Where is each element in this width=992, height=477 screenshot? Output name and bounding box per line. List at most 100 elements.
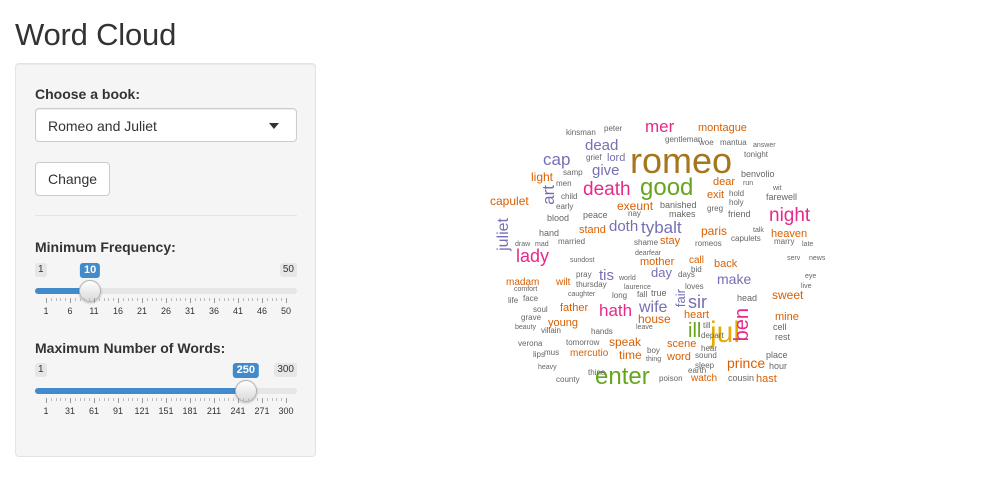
divider	[35, 215, 297, 216]
slider-minor-tick	[170, 298, 172, 301]
cloud-word: mad	[535, 241, 549, 248]
cloud-word: soul	[533, 305, 548, 314]
cloud-word: world	[619, 275, 636, 282]
slider-tick	[46, 398, 47, 403]
cloud-word: boy	[647, 346, 660, 355]
cloud-word: grave	[521, 313, 542, 322]
cloud-word: holy	[729, 198, 744, 207]
cloud-word: days	[678, 270, 695, 279]
cloud-word: art	[539, 185, 558, 205]
slider-tick-label: 50	[280, 306, 292, 316]
cloud-word: enter	[595, 363, 650, 390]
change-button[interactable]: Change	[35, 162, 110, 196]
max-words-slider[interactable]: 1 300 250 1 31 61 91 121 151 181 211 241 271 300	[35, 363, 297, 423]
slider-tick-label: 121	[134, 406, 150, 416]
cloud-word: tomorrow	[566, 338, 600, 347]
cloud-word: mine	[775, 311, 799, 323]
slider-minor-tick	[127, 398, 129, 401]
cloud-word: cousin	[728, 373, 755, 383]
book-select-label: Choose a book:	[35, 86, 141, 102]
slider-track[interactable]	[35, 288, 297, 294]
cloud-word: beauty	[515, 324, 537, 331]
slider-handle[interactable]	[79, 280, 102, 302]
slider-tick	[166, 298, 167, 303]
sidebar-panel: Choose a book: Romeo and Juliet Change M…	[15, 63, 316, 457]
cloud-word: wife	[639, 299, 668, 316]
slider-minor-tick	[55, 298, 57, 301]
slider-minor-tick	[252, 298, 254, 301]
cloud-word: depart	[701, 331, 724, 340]
cloud-word: kinsman	[566, 128, 596, 137]
slider-tick-label: 1	[43, 306, 49, 316]
slider-tick-label: 300	[278, 406, 294, 416]
cloud-word: talk	[753, 227, 764, 234]
cloud-word: give	[592, 162, 620, 179]
cloud-word: ill	[688, 320, 702, 342]
slider-handle[interactable]	[234, 380, 257, 402]
slider-tick-label: 46	[256, 306, 268, 316]
cloud-word: marry	[774, 237, 795, 246]
slider-minor-tick	[89, 398, 91, 401]
slider-minor-tick	[132, 298, 134, 301]
slider-tick	[190, 298, 191, 303]
cloud-word: wit	[773, 185, 782, 192]
slider-minor-tick	[60, 298, 62, 301]
book-select[interactable]: Romeo and Juliet	[35, 108, 297, 142]
cloud-word: young	[548, 317, 578, 329]
cloud-word: greg	[707, 204, 724, 213]
slider-minor-tick	[170, 398, 172, 401]
slider-tick	[118, 298, 119, 303]
slider-minor-tick	[146, 298, 148, 301]
cloud-word: doth	[609, 218, 639, 235]
cloud-word: early	[556, 202, 574, 211]
slider-minor-tick	[122, 398, 124, 401]
cloud-word: sound	[695, 351, 717, 360]
word-cloud: romeo good jul enter death night lady mer cap dea…	[488, 113, 848, 393]
slider-minor-tick	[151, 298, 153, 301]
cloud-word: heart	[684, 309, 710, 321]
slider-min-label: 1	[35, 263, 47, 277]
cloud-word: stand	[579, 224, 606, 236]
cloud-word: face	[523, 294, 539, 303]
cloud-word: montague	[698, 122, 747, 134]
slider-minor-tick	[156, 398, 158, 401]
slider-minor-tick	[74, 298, 76, 301]
cloud-word: hold	[729, 189, 745, 198]
cloud-word: heavy	[538, 364, 557, 371]
slider-tick	[94, 398, 95, 403]
chevron-down-icon	[269, 123, 279, 129]
cloud-word: woe	[699, 138, 714, 147]
cloud-word: hast	[756, 373, 777, 385]
slider-minor-tick	[185, 298, 187, 301]
cloud-word: dearfear	[635, 250, 662, 257]
slider-tick	[190, 398, 191, 403]
cloud-word: day	[651, 265, 672, 280]
slider-tick	[214, 398, 215, 403]
cloud-word: banished	[660, 200, 697, 210]
slider-ticks: 1 6 11 16 21 26 31 36 41 46 50	[35, 298, 297, 318]
slider-tick	[262, 398, 263, 403]
slider-minor-tick	[194, 298, 196, 301]
cloud-word: peter	[604, 124, 623, 133]
cloud-word: house	[638, 312, 671, 326]
cloud-word: exit	[707, 189, 725, 201]
slider-tick-label: 36	[208, 306, 220, 316]
slider-minor-tick	[252, 398, 254, 401]
slider-minor-tick	[50, 398, 52, 401]
slider-minor-tick	[74, 398, 76, 401]
min-frequency-slider[interactable]: 1 50 10 1 6 11 16 21 26 31 36 41 46 50	[35, 263, 297, 323]
cloud-word: friend	[728, 209, 751, 219]
cloud-word: dead	[585, 137, 619, 154]
cloud-word: head	[737, 293, 758, 303]
slider-tick-label: 26	[160, 306, 172, 316]
cloud-word: peace	[583, 210, 608, 220]
slider-minor-tick	[151, 398, 153, 401]
slider-minor-tick	[276, 398, 278, 401]
cloud-word: scene	[667, 338, 697, 350]
cloud-word: late	[802, 241, 814, 248]
slider-minor-tick	[281, 398, 283, 401]
slider-tick-label: 271	[254, 406, 270, 416]
cloud-word: poison	[659, 374, 683, 383]
cloud-word: exeunt	[617, 199, 654, 213]
slider-minor-tick	[242, 298, 244, 301]
